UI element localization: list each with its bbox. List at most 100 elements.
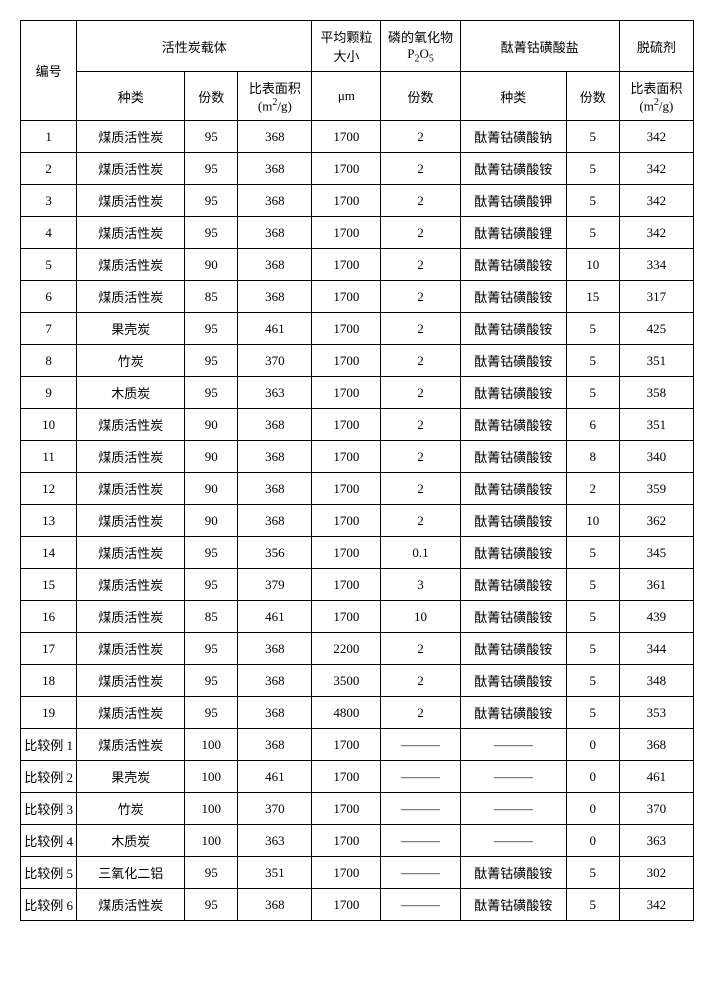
- table-cell: 0: [566, 825, 619, 857]
- table-cell: 酞菁钴磺酸铵: [460, 505, 566, 537]
- table-cell: 酞菁钴磺酸铵: [460, 633, 566, 665]
- table-cell: 95: [185, 857, 238, 889]
- table-cell: 348: [619, 665, 693, 697]
- table-row: 1煤质活性炭9536817002酞菁钴磺酸钠5342: [21, 121, 694, 153]
- subheader-um: μm: [312, 72, 381, 121]
- table-cell: 95: [185, 153, 238, 185]
- table-cell: 95: [185, 633, 238, 665]
- table-cell: 酞菁钴磺酸铵: [460, 569, 566, 601]
- table-cell: 2: [566, 473, 619, 505]
- table-cell: 15: [566, 281, 619, 313]
- table-cell: 煤质活性炭: [77, 217, 185, 249]
- table-cell: 342: [619, 153, 693, 185]
- table-cell: 379: [238, 569, 312, 601]
- subheader-surface2: 比表面积 (m2/g): [619, 72, 693, 121]
- table-cell: 0: [566, 761, 619, 793]
- table-cell: 17: [21, 633, 77, 665]
- subheader-parts3: 份数: [566, 72, 619, 121]
- table-cell: 酞菁钴磺酸铵: [460, 665, 566, 697]
- table-cell: 351: [619, 409, 693, 441]
- table-row: 5煤质活性炭9036817002酞菁钴磺酸铵10334: [21, 249, 694, 281]
- subheader-type1: 种类: [77, 72, 185, 121]
- table-cell: 竹炭: [77, 793, 185, 825]
- table-cell: ———: [381, 761, 460, 793]
- table-cell: 8: [21, 345, 77, 377]
- table-cell: 1700: [312, 281, 381, 313]
- table-row: 比较例 3竹炭1003701700——————0370: [21, 793, 694, 825]
- subheader-type2: 种类: [460, 72, 566, 121]
- table-cell: 461: [238, 601, 312, 633]
- table-cell: 334: [619, 249, 693, 281]
- table-cell: ———: [381, 825, 460, 857]
- table-cell: 2: [381, 633, 460, 665]
- header-p2o5: 磷的氧化物 P2O5: [381, 21, 460, 72]
- table-cell: 2: [381, 697, 460, 729]
- table-cell: 1700: [312, 249, 381, 281]
- table-cell: 煤质活性炭: [77, 505, 185, 537]
- table-cell: 酞菁钴磺酸铵: [460, 473, 566, 505]
- table-cell: 95: [185, 569, 238, 601]
- table-row: 10煤质活性炭9036817002酞菁钴磺酸铵6351: [21, 409, 694, 441]
- table-cell: 煤质活性炭: [77, 601, 185, 633]
- header-sulfonate: 酞菁钴磺酸盐: [460, 21, 619, 72]
- table-cell: 5: [566, 697, 619, 729]
- table-cell: 果壳炭: [77, 313, 185, 345]
- table-cell: 煤质活性炭: [77, 121, 185, 153]
- table-cell: 5: [566, 345, 619, 377]
- table-cell: 95: [185, 185, 238, 217]
- table-cell: 368: [238, 281, 312, 313]
- table-cell: 10: [381, 601, 460, 633]
- table-cell: 342: [619, 121, 693, 153]
- table-cell: 95: [185, 345, 238, 377]
- table-row: 比较例 1煤质活性炭1003681700——————0368: [21, 729, 694, 761]
- table-body: 1煤质活性炭9536817002酞菁钴磺酸钠53422煤质活性炭95368170…: [21, 121, 694, 921]
- table-cell: 362: [619, 505, 693, 537]
- table-cell: 木质炭: [77, 377, 185, 409]
- header-id: 编号: [21, 21, 77, 121]
- table-cell: 363: [238, 377, 312, 409]
- table-cell: 95: [185, 377, 238, 409]
- table-cell: 368: [238, 249, 312, 281]
- table-cell: 果壳炭: [77, 761, 185, 793]
- table-cell: 比较例 4: [21, 825, 77, 857]
- table-cell: ———: [460, 729, 566, 761]
- table-cell: 2: [381, 121, 460, 153]
- table-cell: 351: [238, 857, 312, 889]
- table-cell: 5: [566, 185, 619, 217]
- table-cell: 95: [185, 313, 238, 345]
- table-row: 比较例 2果壳炭1004611700——————0461: [21, 761, 694, 793]
- table-cell: 1700: [312, 761, 381, 793]
- table-cell: 4800: [312, 697, 381, 729]
- table-cell: ———: [460, 793, 566, 825]
- table-row: 16煤质活性炭85461170010酞菁钴磺酸铵5439: [21, 601, 694, 633]
- table-cell: 100: [185, 761, 238, 793]
- table-row: 12煤质活性炭9036817002酞菁钴磺酸铵2359: [21, 473, 694, 505]
- table-cell: 2: [381, 377, 460, 409]
- table-cell: 95: [185, 889, 238, 921]
- table-cell: 1700: [312, 889, 381, 921]
- table-cell: 95: [185, 217, 238, 249]
- table-cell: 2: [381, 505, 460, 537]
- table-cell: 317: [619, 281, 693, 313]
- table-cell: 90: [185, 505, 238, 537]
- table-cell: 煤质活性炭: [77, 473, 185, 505]
- table-cell: 比较例 5: [21, 857, 77, 889]
- table-cell: 2: [381, 281, 460, 313]
- table-cell: 3500: [312, 665, 381, 697]
- table-cell: 368: [238, 633, 312, 665]
- table-cell: 358: [619, 377, 693, 409]
- table-cell: 5: [566, 857, 619, 889]
- table-cell: 10: [21, 409, 77, 441]
- table-cell: 7: [21, 313, 77, 345]
- table-cell: 95: [185, 697, 238, 729]
- subheader-parts2: 份数: [381, 72, 460, 121]
- table-header-row-2: 种类 份数 比表面积 (m2/g) μm 份数 种类 份数 比表面积 (m2/g…: [21, 72, 694, 121]
- table-cell: 1700: [312, 857, 381, 889]
- table-cell: 酞菁钴磺酸铵: [460, 601, 566, 633]
- table-cell: 酞菁钴磺酸铵: [460, 441, 566, 473]
- subheader-surface1: 比表面积 (m2/g): [238, 72, 312, 121]
- table-cell: 1700: [312, 505, 381, 537]
- table-cell: 酞菁钴磺酸铵: [460, 409, 566, 441]
- table-cell: 0: [566, 729, 619, 761]
- table-cell: 461: [238, 313, 312, 345]
